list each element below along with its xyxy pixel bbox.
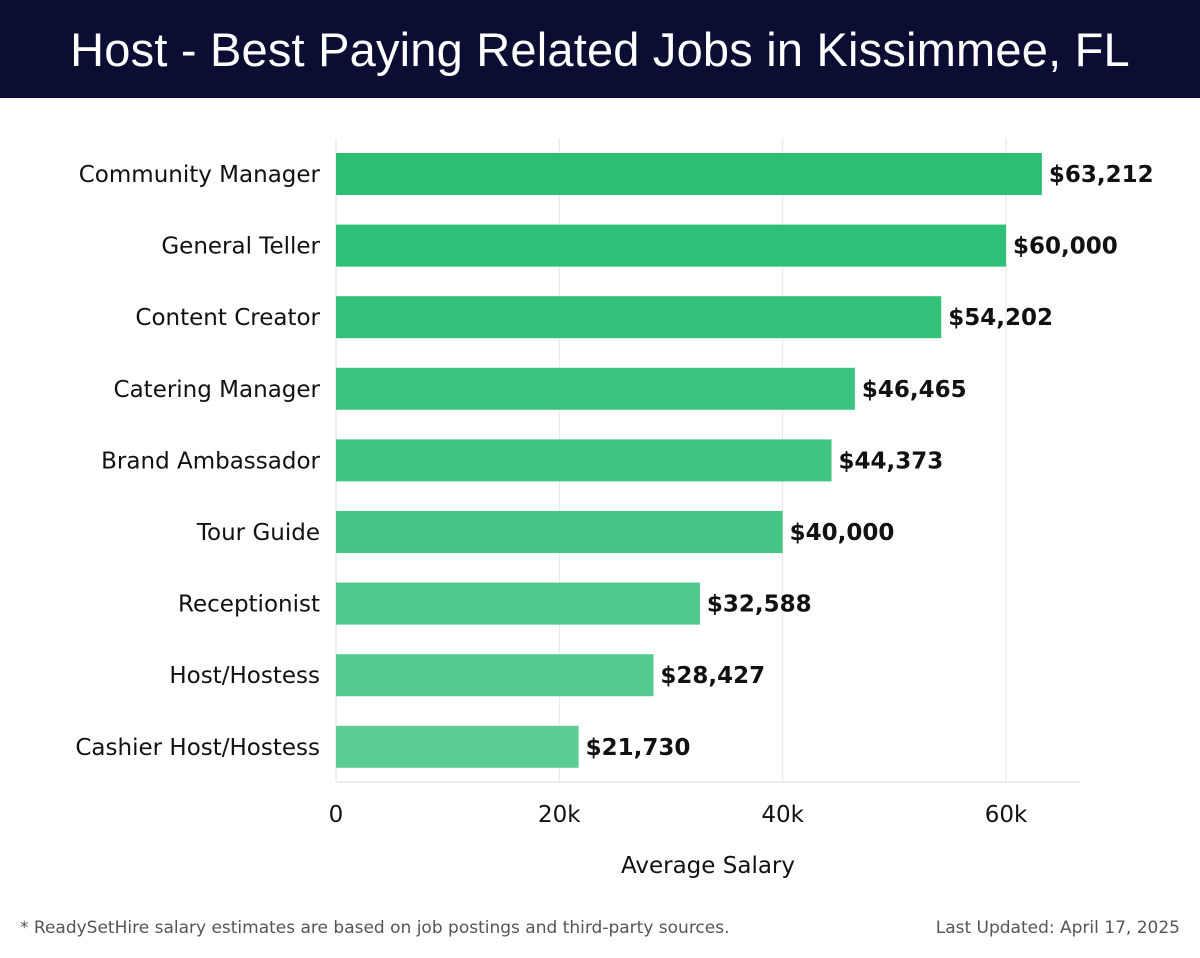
category-label: Host/Hostess — [169, 663, 320, 689]
value-label: $28,427 — [660, 663, 765, 689]
bar — [336, 511, 783, 553]
value-label: $46,465 — [862, 377, 967, 403]
bar — [336, 153, 1042, 195]
value-label: $32,588 — [707, 592, 812, 618]
category-label: Receptionist — [178, 592, 320, 618]
category-label: Content Creator — [135, 305, 320, 331]
value-label: $63,212 — [1049, 162, 1154, 188]
last-updated: Last Updated: April 17, 2025 — [935, 918, 1180, 938]
value-label: $21,730 — [586, 735, 691, 761]
category-label: Tour Guide — [196, 520, 320, 546]
category-label: Community Manager — [79, 162, 321, 188]
chart-header: Host - Best Paying Related Jobs in Kissi… — [0, 0, 1200, 98]
bar — [336, 725, 579, 768]
bar — [336, 582, 700, 625]
bar — [336, 296, 942, 339]
bar-chart: Community Manager $63,212 General Teller $6… — [75, 138, 1154, 879]
value-label: $54,202 — [948, 305, 1053, 331]
value-label: $60,000 — [1013, 234, 1118, 260]
bar — [336, 367, 855, 410]
bar — [336, 654, 654, 697]
value-label: $44,373 — [838, 448, 943, 474]
category-label: Brand Ambassador — [101, 448, 320, 474]
category-label: Cashier Host/Hostess — [75, 735, 320, 761]
x-axis-title: Average Salary — [621, 853, 795, 879]
x-tick-label: 60k — [985, 802, 1028, 828]
category-label: Catering Manager — [114, 377, 321, 403]
x-tick-label: 40k — [761, 802, 804, 828]
bar — [336, 224, 1006, 267]
value-label: $40,000 — [790, 520, 895, 546]
chart-title: Host - Best Paying Related Jobs in Kissi… — [70, 22, 1130, 76]
category-label: General Teller — [161, 234, 320, 260]
x-tick-label: 0 — [329, 802, 344, 828]
footer-note: * ReadySetHire salary estimates are base… — [20, 918, 730, 938]
bar — [336, 439, 832, 482]
x-tick-label: 20k — [538, 802, 581, 828]
